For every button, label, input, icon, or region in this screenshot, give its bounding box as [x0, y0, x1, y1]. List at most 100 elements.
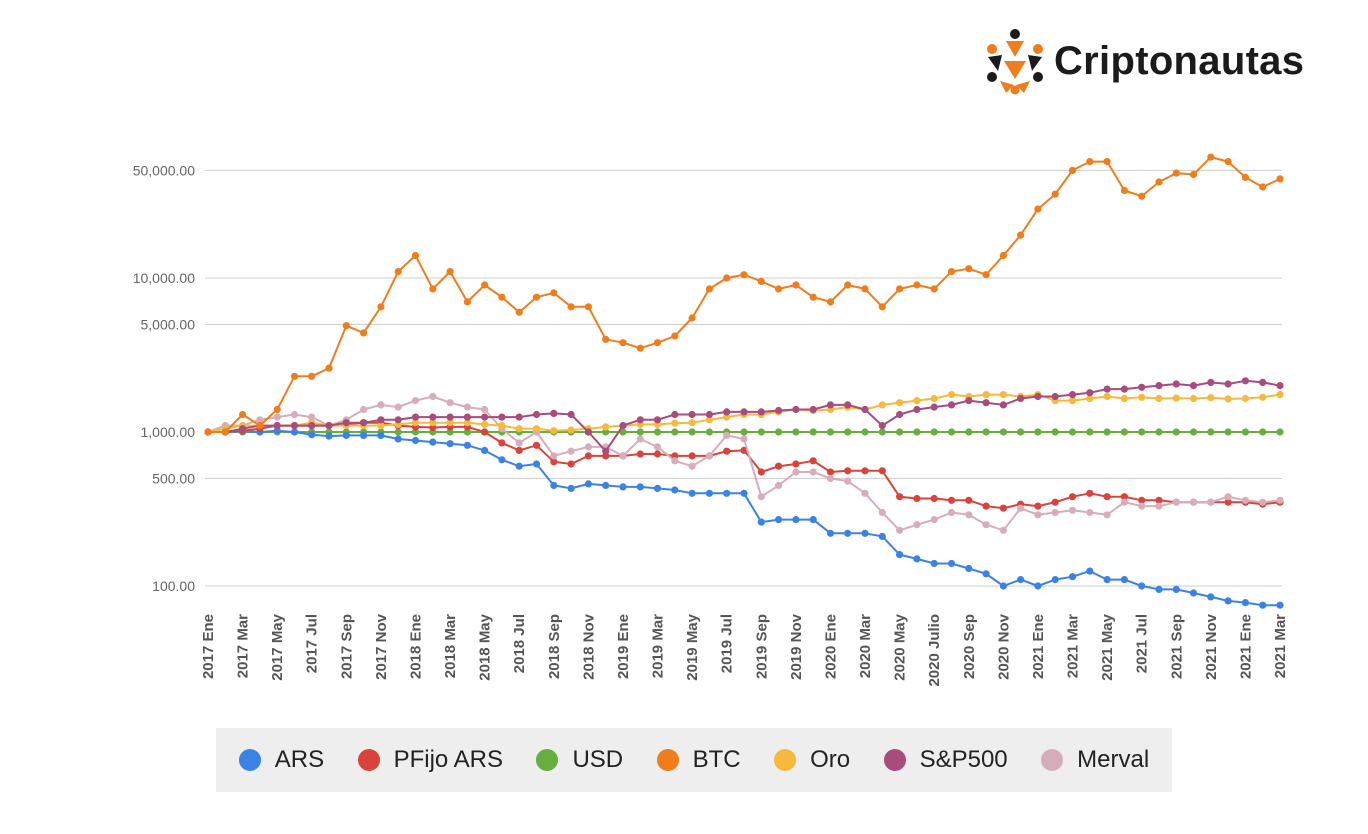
brand-logo: Criptonautas: [984, 26, 1304, 96]
data-point-ars: [878, 532, 886, 541]
data-point-merval: [515, 439, 523, 447]
data-point-s-p500: [1017, 394, 1025, 403]
data-point-btc: [532, 293, 541, 301]
data-point-btc: [1276, 175, 1284, 183]
data-point-usd: [653, 428, 662, 436]
x-axis: 2017 Ene 2017 Mar 2017 May 2017 Jul 2017 Sep…: [200, 613, 1289, 686]
data-point-ars: [1068, 573, 1077, 581]
data-point-ars: [999, 582, 1008, 590]
data-point-usd: [965, 428, 973, 436]
data-point-pfijo-ars: [878, 467, 886, 475]
data-point-s-p500: [325, 422, 333, 430]
data-point-usd: [602, 428, 610, 436]
series-ars: [204, 427, 1284, 609]
legend-label: ARS: [274, 746, 325, 773]
data-point-btc: [584, 303, 593, 311]
data-point-ars: [723, 489, 731, 497]
legend-label: USD: [572, 746, 624, 773]
data-point-ars: [1086, 567, 1094, 575]
data-point-merval: [705, 452, 714, 460]
data-point-ars: [913, 555, 921, 563]
data-point-merval: [1086, 508, 1094, 517]
data-point-s-p500: [515, 413, 523, 421]
data-point-ars: [342, 431, 350, 439]
data-point-s-p500: [999, 401, 1008, 409]
data-point-btc: [1103, 158, 1111, 166]
data-point-s-p500: [1276, 382, 1284, 390]
data-point-ars: [394, 435, 402, 443]
data-point-pfijo-ars: [515, 446, 523, 454]
data-point-s-p500: [1034, 392, 1042, 401]
data-point-s-p500: [982, 399, 990, 407]
data-point-usd: [1103, 428, 1111, 436]
data-point-oro: [532, 425, 541, 433]
data-point-s-p500: [1259, 378, 1267, 386]
x-tick-label: 2021 Mar: [1272, 614, 1289, 678]
data-point-s-p500: [1120, 385, 1128, 393]
data-point-pfijo-ars: [775, 462, 783, 470]
line-chart: 100.00 500.00 1,000.00 5,000.00 10,000.00 50,…: [133, 153, 1289, 687]
data-point-btc: [1207, 153, 1215, 161]
data-point-btc: [809, 293, 817, 301]
data-point-pfijo-ars: [688, 452, 696, 460]
data-point-btc: [792, 281, 800, 289]
data-point-ars: [290, 428, 299, 436]
data-point-s-p500: [619, 422, 627, 430]
data-point-merval: [619, 452, 627, 460]
data-point-pfijo-ars: [930, 494, 938, 503]
data-point-merval: [636, 435, 644, 443]
data-point-merval: [1034, 511, 1042, 519]
data-point-oro: [982, 391, 990, 399]
data-point-pfijo-ars: [999, 504, 1008, 512]
data-point-merval: [671, 457, 679, 465]
data-point-btc: [1172, 169, 1180, 177]
grid: [205, 169, 1282, 587]
data-point-btc: [602, 335, 610, 343]
data-point-btc: [1051, 190, 1059, 198]
data-point-btc: [775, 285, 783, 293]
series-line-ars: [208, 429, 1280, 607]
data-point-btc: [360, 329, 368, 337]
data-point-pfijo-ars: [1138, 496, 1146, 504]
data-point-oro: [878, 401, 886, 409]
data-point-merval: [1068, 506, 1077, 514]
data-point-s-p500: [446, 413, 454, 421]
data-point-s-p500: [1241, 377, 1249, 385]
legend-swatch-pfijo-ars: [357, 749, 380, 771]
legend-label: S&P500: [919, 746, 1008, 773]
x-tick-label: 2018 Sep: [546, 614, 563, 679]
data-point-ars: [446, 440, 454, 448]
data-point-ars: [377, 431, 385, 439]
data-point-usd: [463, 428, 471, 436]
data-point-ars: [550, 481, 558, 489]
data-point-btc: [757, 277, 765, 285]
legend-label: PFijo ARS: [393, 746, 503, 773]
x-tick-label: 2018 Nov: [580, 613, 597, 680]
data-point-usd: [1172, 428, 1180, 436]
data-point-usd: [636, 428, 644, 436]
x-tick-label: 2019 Sep: [753, 614, 770, 679]
data-point-ars: [826, 529, 835, 537]
data-point-s-p500: [1103, 385, 1111, 393]
data-point-ars: [1034, 582, 1042, 590]
x-tick-label: 2018 Mar: [442, 614, 459, 678]
data-point-oro: [1103, 392, 1111, 401]
data-point-ars: [1259, 601, 1267, 609]
data-point-btc: [913, 281, 921, 289]
data-point-btc: [982, 271, 990, 279]
data-point-s-p500: [1189, 382, 1198, 390]
data-point-merval: [1120, 498, 1128, 506]
legend-item-s-p500: S&P500: [883, 746, 1008, 774]
x-tick-label: 2021 Ene: [1030, 614, 1047, 679]
data-point-btc: [1189, 170, 1198, 179]
data-point-btc: [688, 314, 696, 322]
data-point-s-p500: [844, 401, 852, 409]
data-point-merval: [567, 447, 575, 455]
data-point-oro: [446, 419, 454, 427]
series-s-p500: [204, 377, 1284, 455]
data-point-ars: [1189, 589, 1198, 597]
data-point-ars: [982, 570, 990, 578]
data-point-merval: [775, 481, 783, 489]
data-point-btc: [1068, 166, 1077, 174]
data-point-usd: [809, 428, 817, 436]
